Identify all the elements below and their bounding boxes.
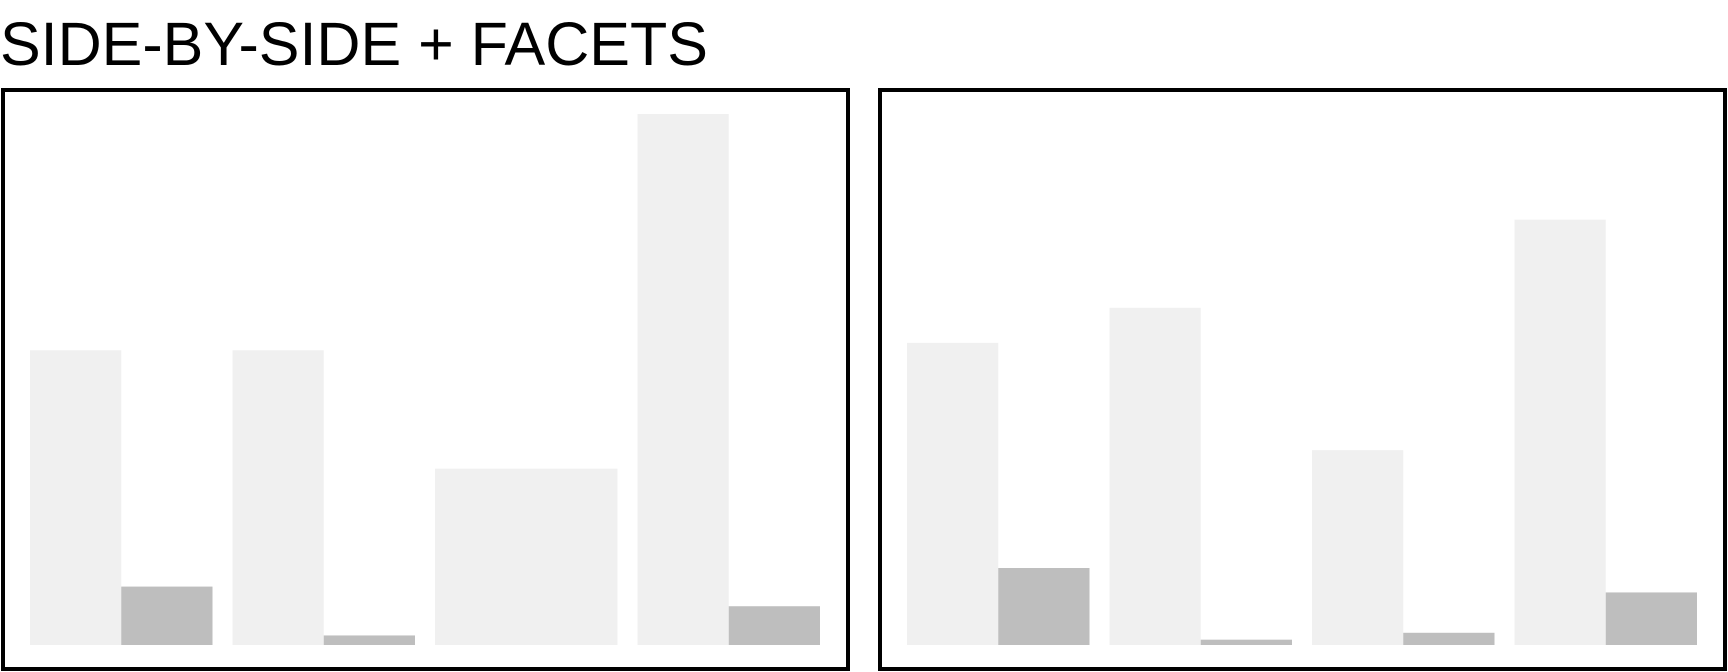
bar-facet1-cat4-series2 <box>729 606 820 645</box>
bar-facet1-cat1-series1 <box>30 350 121 645</box>
bar-facet2-cat3-series2 <box>1403 633 1494 645</box>
bar-facet2-cat4-series1 <box>1515 220 1606 645</box>
bar-facet2-cat2-series1 <box>1110 308 1201 645</box>
bar-facet1-cat4-series1 <box>638 114 729 645</box>
bar-facet1-cat2-series2 <box>324 635 415 645</box>
bar-facet2-cat1-series1 <box>907 343 998 645</box>
bar-facet2-cat2-series2 <box>1201 640 1292 645</box>
bar-facet1-cat1-series2 <box>121 587 212 645</box>
bar-facet2-cat3-series1 <box>1312 450 1403 645</box>
bar-facet2-cat4-series2 <box>1606 592 1697 645</box>
facet-panel-right <box>880 90 1725 669</box>
facet-panel-left <box>3 90 848 669</box>
bar-facet2-cat1-series2 <box>998 568 1089 645</box>
bar-facet1-cat2-series1 <box>233 350 324 645</box>
bar-facet1-cat3-series1 <box>435 469 618 645</box>
